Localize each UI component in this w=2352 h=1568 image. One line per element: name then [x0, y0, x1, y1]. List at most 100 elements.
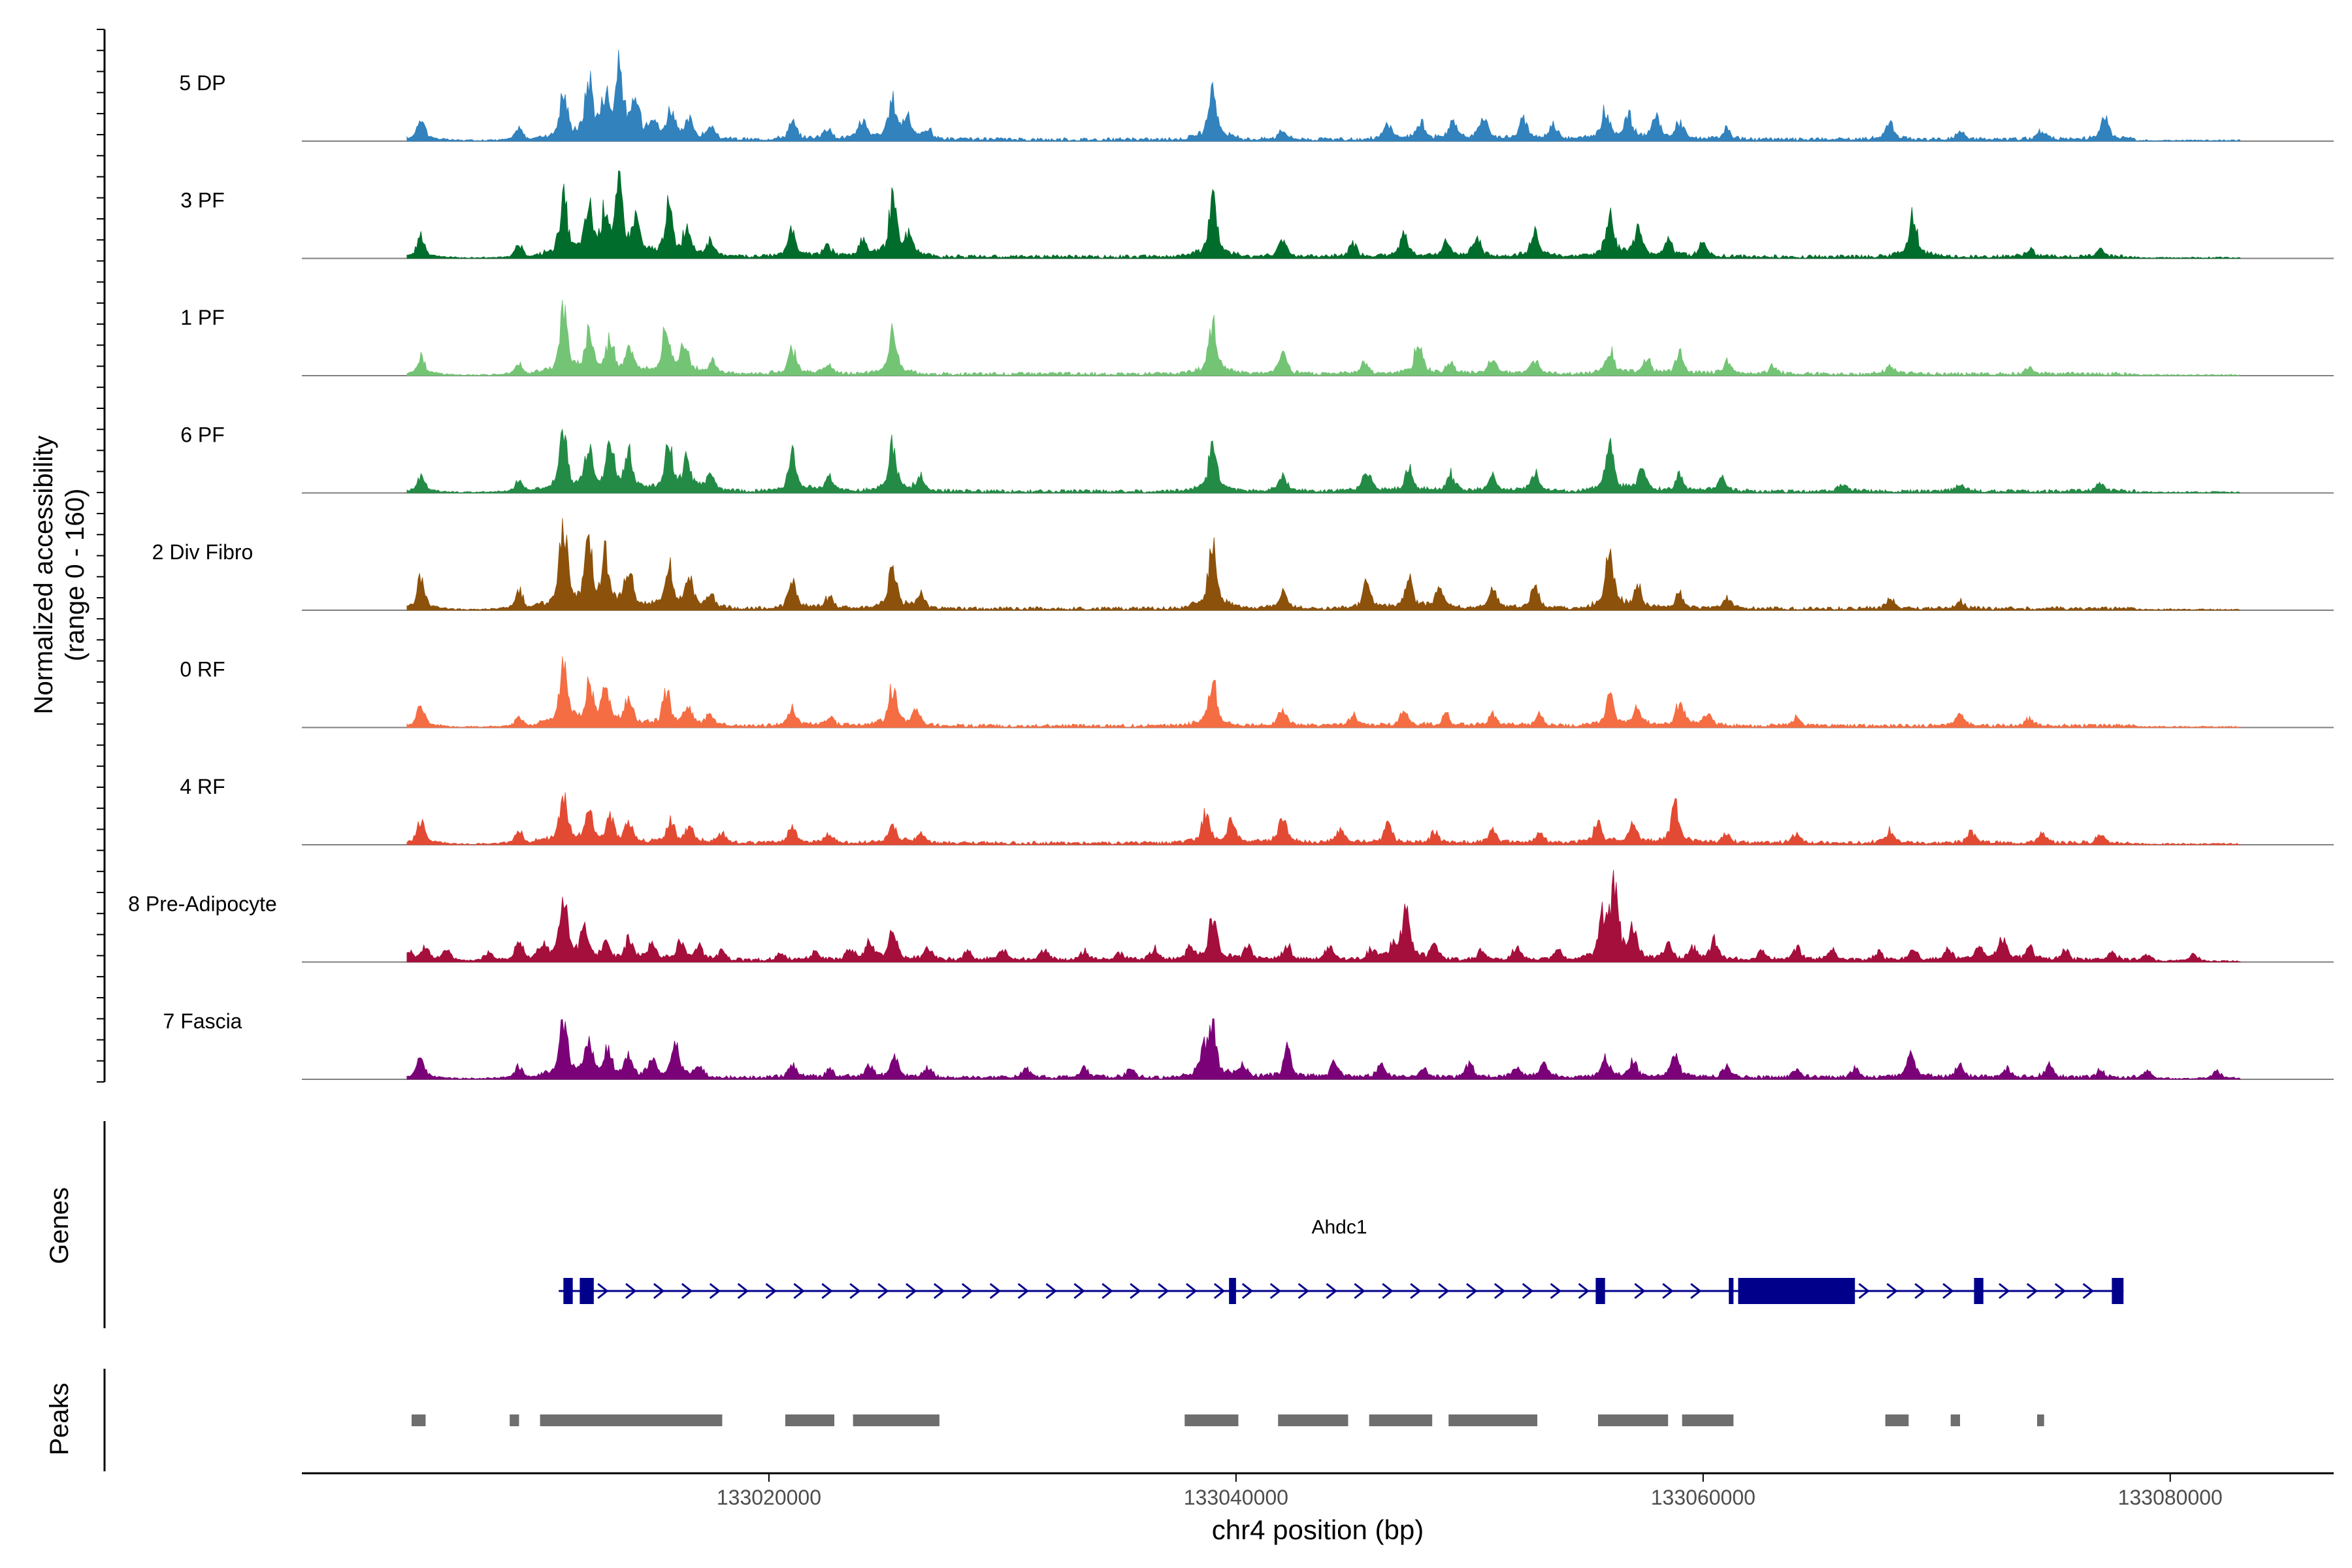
- track-1-pf: 1 PF: [180, 300, 2334, 376]
- gene-name-label: Ahdc1: [1311, 1217, 1367, 1238]
- strand-arrow: [681, 1282, 693, 1299]
- strand-arrow: [1690, 1282, 1702, 1299]
- peaks-axis-label: Peaks: [45, 1382, 74, 1455]
- strand-arrow: [906, 1282, 917, 1299]
- track-label: 8 Pre-Adipocyte: [128, 892, 277, 916]
- gene-exon: [1729, 1278, 1734, 1304]
- peak-region: [1597, 1414, 1669, 1426]
- coverage-area: [406, 792, 2242, 845]
- strand-arrow: [821, 1282, 833, 1299]
- peaks-panel: Peaks: [45, 1369, 2044, 1471]
- strand-arrow: [1326, 1282, 1337, 1299]
- coverage-area: [406, 1018, 2241, 1080]
- track-2-div-fibro: 2 Div Fibro: [152, 518, 2334, 611]
- gene-model-ahdc1: [559, 1278, 2124, 1304]
- y-axis-ticks: [97, 29, 105, 1083]
- gene-exon: [1738, 1278, 1855, 1304]
- strand-arrow: [2054, 1282, 2066, 1299]
- peak-region: [510, 1414, 519, 1426]
- track-5-dp: 5 DP: [179, 50, 2334, 142]
- coverage-area: [406, 300, 2241, 376]
- x-tick-label: 133060000: [1651, 1486, 1756, 1509]
- strand-arrow: [1382, 1282, 1394, 1299]
- strand-arrow: [1073, 1282, 1085, 1299]
- gene-exon: [1595, 1278, 1605, 1304]
- coverage-area: [406, 50, 2241, 142]
- x-tick-label: 133080000: [2118, 1486, 2223, 1509]
- strand-arrow: [1466, 1282, 1478, 1299]
- strand-arrow: [625, 1282, 637, 1299]
- x-tick-label: 133040000: [1184, 1486, 1288, 1509]
- coverage-area: [406, 170, 2241, 259]
- x-axis: 133020000 133040000 133060000 133080000 chr…: [302, 1472, 2334, 1545]
- strand-arrow: [597, 1282, 609, 1299]
- strand-arrow: [1045, 1282, 1057, 1299]
- strand-arrow: [1550, 1282, 1562, 1299]
- strand-arrow: [1017, 1282, 1030, 1299]
- peak-region: [785, 1414, 835, 1426]
- track-6-pf: 6 PF: [180, 423, 2334, 494]
- strand-arrow: [849, 1282, 861, 1299]
- coverage-area: [406, 429, 2241, 494]
- x-axis-ticks: 133020000 133040000 133060000 133080000: [717, 1473, 2223, 1509]
- coverage-area: [406, 870, 2241, 962]
- gene-exon: [2112, 1278, 2124, 1304]
- track-label: 5 DP: [179, 71, 225, 95]
- strand-arrow: [1354, 1282, 1365, 1299]
- track-label: 1 PF: [180, 306, 225, 329]
- x-tick-label: 133020000: [717, 1486, 821, 1509]
- genes-axis-label: Genes: [45, 1187, 74, 1264]
- strand-arrow: [1269, 1282, 1282, 1299]
- gene-exon: [580, 1278, 594, 1304]
- strand-arrow: [1578, 1282, 1590, 1299]
- coverage-panel: Normalized accessibility (range 0 - 160)…: [29, 29, 2334, 1083]
- peak-region: [1950, 1414, 1961, 1426]
- coverage-area: [406, 518, 2241, 611]
- peak-region: [1278, 1414, 1348, 1426]
- track-label: 2 Div Fibro: [152, 540, 253, 564]
- track-label: 4 RF: [180, 775, 225, 798]
- strand-arrow: [1858, 1282, 1870, 1299]
- strand-arrow: [1662, 1282, 1674, 1299]
- coverage-tracks: 5 DP 3 PF 1 PF 6 PF 2 Div Fibro 0 RF 4 RF 8 Pre…: [128, 50, 2334, 1080]
- strand-arrow: [1886, 1282, 1898, 1299]
- genes-panel: Genes Ahdc1: [45, 1121, 2124, 1328]
- strand-arrow: [1942, 1282, 1954, 1299]
- x-axis-label: chr4 position (bp): [1212, 1514, 1424, 1545]
- peak-region: [1369, 1414, 1433, 1426]
- track-7-fascia: 7 Fascia: [163, 1009, 2334, 1080]
- strand-arrow: [765, 1282, 777, 1299]
- peak-region: [853, 1414, 939, 1426]
- track-label: 3 PF: [180, 189, 225, 212]
- peak-region: [2037, 1414, 2044, 1426]
- strand-arrow: [737, 1282, 749, 1299]
- track-label: 6 PF: [180, 423, 225, 447]
- strand-arrow: [1102, 1282, 1113, 1299]
- strand-arrow: [1494, 1282, 1506, 1299]
- strand-arrow: [1213, 1282, 1226, 1299]
- coverage-area: [406, 656, 2241, 728]
- gene-exon: [1229, 1278, 1236, 1304]
- gene-exon: [1974, 1278, 1984, 1304]
- strand-arrow: [1186, 1282, 1198, 1299]
- peak-regions: [412, 1414, 2044, 1426]
- strand-arrow: [2026, 1282, 2038, 1299]
- strand-arrow: [793, 1282, 805, 1299]
- strand-arrow: [653, 1282, 665, 1299]
- strand-arrow: [1914, 1282, 1926, 1299]
- track-label: 7 Fascia: [163, 1009, 242, 1033]
- strand-arrow: [933, 1282, 945, 1299]
- strand-arrow: [1999, 1282, 2010, 1299]
- strand-arrow: [989, 1282, 1002, 1299]
- gene-exon: [563, 1278, 573, 1304]
- track-label: 0 RF: [180, 658, 225, 681]
- track-4-rf: 4 RF: [180, 775, 2334, 845]
- strand-arrow: [1634, 1282, 1646, 1299]
- track-3-pf: 3 PF: [180, 170, 2334, 259]
- strand-arrow: [1130, 1282, 1141, 1299]
- peak-region: [540, 1414, 723, 1426]
- strand-arrow: [961, 1282, 973, 1299]
- strand-arrow: [1241, 1282, 1254, 1299]
- peak-region: [1885, 1414, 1909, 1426]
- strand-arrow: [1522, 1282, 1534, 1299]
